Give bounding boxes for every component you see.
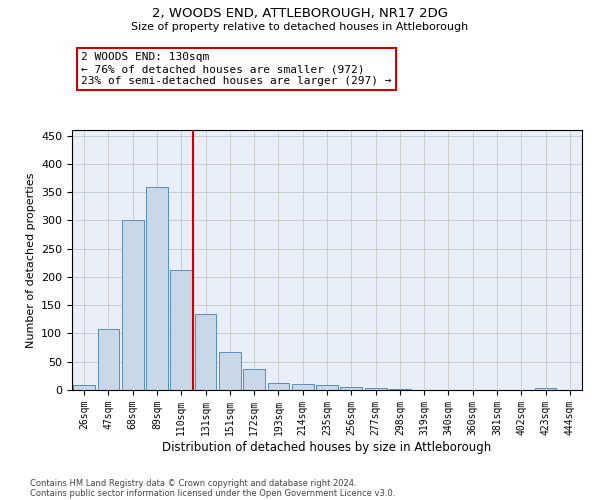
Text: Contains public sector information licensed under the Open Government Licence v3: Contains public sector information licen…: [30, 488, 395, 498]
Text: 2 WOODS END: 130sqm
← 76% of detached houses are smaller (972)
23% of semi-detac: 2 WOODS END: 130sqm ← 76% of detached ho…: [81, 52, 392, 86]
Bar: [194, 314, 217, 390]
Bar: [535, 388, 556, 390]
Bar: [316, 386, 338, 390]
Bar: [389, 389, 411, 390]
Text: Contains HM Land Registry data © Crown copyright and database right 2024.: Contains HM Land Registry data © Crown c…: [30, 478, 356, 488]
Text: 2, WOODS END, ATTLEBOROUGH, NR17 2DG: 2, WOODS END, ATTLEBOROUGH, NR17 2DG: [152, 8, 448, 20]
Bar: [73, 386, 95, 390]
X-axis label: Distribution of detached houses by size in Attleborough: Distribution of detached houses by size …: [163, 440, 491, 454]
Bar: [365, 388, 386, 390]
Bar: [146, 186, 168, 390]
Bar: [292, 384, 314, 390]
Bar: [219, 352, 241, 390]
Bar: [97, 329, 119, 390]
Bar: [122, 220, 143, 390]
Text: Size of property relative to detached houses in Attleborough: Size of property relative to detached ho…: [131, 22, 469, 32]
Bar: [243, 368, 265, 390]
Y-axis label: Number of detached properties: Number of detached properties: [26, 172, 35, 348]
Bar: [170, 270, 192, 390]
Bar: [268, 382, 289, 390]
Bar: [340, 386, 362, 390]
